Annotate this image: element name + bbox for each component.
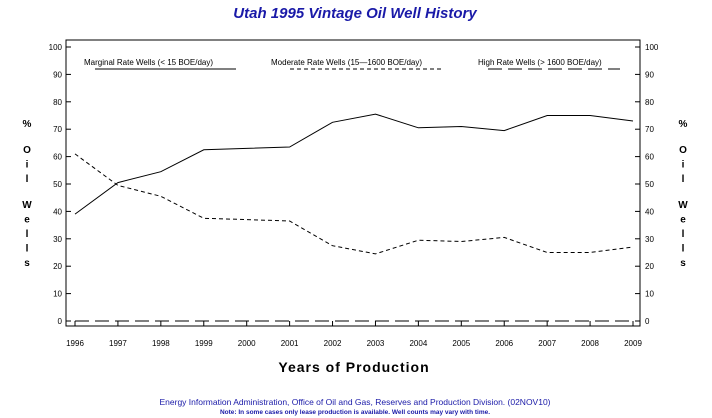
y-tick-label-right: 60 — [645, 153, 654, 162]
y-tick-label-left: 10 — [53, 290, 62, 299]
y-axis-label-char: W — [678, 200, 688, 211]
y-axis-label-char: i — [682, 160, 685, 171]
y-axis-label-char: s — [680, 258, 686, 269]
series-group — [74, 113, 634, 322]
y-tick-label-right: 80 — [645, 98, 654, 107]
footnote-source: Energy Information Administration, Offic… — [159, 397, 550, 407]
x-tick-label: 2000 — [238, 339, 256, 348]
y-axis-label-char: l — [682, 174, 685, 185]
x-tick-label: 2007 — [538, 339, 556, 348]
y-axis-label-char: e — [680, 215, 686, 226]
x-tick-label: 2005 — [452, 339, 470, 348]
legend: Marginal Rate Wells (< 15 BOE/day) Modera… — [84, 58, 620, 70]
y-tick-label-left: 30 — [53, 235, 62, 244]
y-tick-label-right: 30 — [645, 235, 654, 244]
y-tick-label-left: 80 — [53, 98, 62, 107]
y-tick-label-left: 60 — [53, 153, 62, 162]
legend-label-2: Moderate Rate Wells (15—1600 BOE/day) — [271, 58, 422, 67]
x-axis-title: Years of Production — [278, 359, 429, 375]
y-tick-label-left: 50 — [53, 180, 62, 189]
y-axis-label-char: e — [24, 215, 30, 226]
legend-label-1: Marginal Rate Wells (< 15 BOE/day) — [84, 58, 213, 67]
y-tick-label-right: 10 — [645, 290, 654, 299]
y-tick-label-right: 90 — [645, 70, 654, 79]
y-axis-right: 0 10 20 30 40 50 60 70 80 90 100 — [635, 43, 659, 326]
y-axis-label-char: l — [26, 174, 29, 185]
y-tick-label-right: 70 — [645, 125, 654, 134]
series-line-2 — [74, 153, 634, 255]
x-tick-label: 2006 — [495, 339, 513, 348]
y-tick-label-left: 70 — [53, 125, 62, 134]
x-tick-label: 2001 — [281, 339, 299, 348]
chart-title: Utah 1995 Vintage Oil Well History — [233, 5, 477, 22]
x-tick-label: 1997 — [109, 339, 127, 348]
y-axis-label-char: l — [26, 244, 29, 255]
y-axis-label-char: l — [682, 244, 685, 255]
y-axis-label-char: l — [682, 229, 685, 240]
x-tick-label: 1998 — [152, 339, 170, 348]
y-tick-label-right: 0 — [645, 317, 650, 326]
y-axis-label-char: W — [22, 200, 32, 211]
y-axis-label-char: l — [26, 229, 29, 240]
plot-frame — [65, 39, 641, 327]
y-tick-label-left: 90 — [53, 70, 62, 79]
y-axis-label-char: O — [679, 145, 687, 156]
x-tick-label: 2004 — [409, 339, 427, 348]
x-tick-label: 2003 — [367, 339, 385, 348]
x-tick-label: 1996 — [66, 339, 84, 348]
legend-label-3: High Rate Wells (> 1600 BOE/day) — [478, 58, 602, 67]
y-tick-label-left: 100 — [49, 43, 63, 52]
x-tick-label: 2008 — [581, 339, 599, 348]
x-tick-label: 1999 — [195, 339, 213, 348]
y-tick-label-right: 100 — [645, 43, 659, 52]
y-axis-label-char: i — [26, 160, 29, 171]
y-tick-label-right: 20 — [645, 262, 654, 271]
y-axis-label-char: s — [24, 258, 30, 269]
y-axis-label-char: O — [23, 145, 31, 156]
y-tick-label-right: 40 — [645, 207, 654, 216]
x-tick-label: 2002 — [324, 339, 342, 348]
y-tick-label-left: 40 — [53, 207, 62, 216]
y-tick-label-right: 50 — [645, 180, 654, 189]
y-tick-label-left: 20 — [53, 262, 62, 271]
x-axis: 1996 1997 1998 1999 2000 2001 2002 2003 2004 2005… — [66, 321, 642, 348]
x-tick-label: 2009 — [624, 339, 642, 348]
y-axis-label-char: % — [679, 119, 688, 130]
footnote-note: Note: In some cases only lease productio… — [220, 409, 490, 416]
series-line-1 — [74, 113, 634, 215]
y-tick-label-left: 0 — [58, 317, 63, 326]
y-axis-label-char: % — [23, 119, 32, 130]
y-axis-left: 0 10 20 30 40 50 60 70 80 90 100 — [49, 43, 71, 326]
